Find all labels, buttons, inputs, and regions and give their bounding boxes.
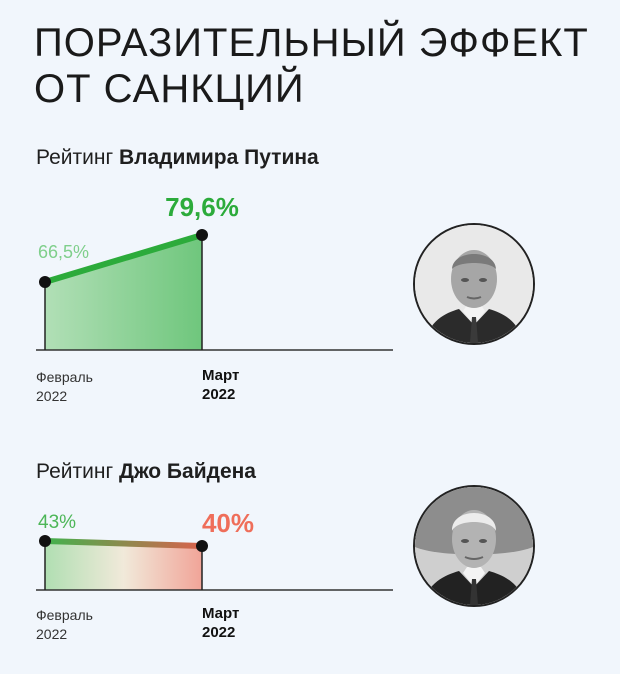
heading-name: Владимира Путина: [118, 146, 319, 169]
x-tick-month: Март: [202, 605, 240, 622]
data-label-0-1: 79,6%: [165, 192, 239, 222]
series-area-0: [45, 235, 202, 350]
heading-prefix: Рейтинг: [36, 460, 119, 483]
series-line-1: [42, 538, 205, 549]
series-area-1: [45, 541, 202, 590]
heading-name: Джо Байдена: [118, 460, 256, 483]
data-point-1-1: [196, 540, 208, 552]
x-tick-label-biden-mar: Март 2022: [202, 604, 239, 642]
data-point-0-1: [196, 229, 208, 241]
heading-prefix: Рейтинг: [36, 146, 119, 169]
data-label-0-0: 66,5%: [38, 242, 89, 262]
x-tick-year: 2022: [36, 626, 68, 642]
x-tick-year: 2022: [36, 388, 68, 404]
title-line-1: ПОРАЗИТЕЛЬНЫЙ ЭФФЕКТ: [34, 21, 589, 65]
data-label-1-1: 40%: [202, 508, 254, 538]
chart-heading-biden: Рейтинг Джо Байдена: [36, 460, 256, 484]
data-point-0-0: [39, 276, 51, 288]
data-label-1-0: 43%: [38, 512, 76, 533]
x-tick-month: Февраль: [36, 369, 93, 385]
data-point-1-0: [39, 535, 51, 547]
x-tick-label-putin-mar: Март 2022: [202, 366, 239, 404]
portrait-putin-icon: [415, 225, 533, 343]
chart-heading-putin: Рейтинг Владимира Путина: [36, 146, 319, 170]
x-tick-year: 2022: [202, 624, 236, 641]
portrait-putin: [413, 223, 535, 345]
series-line-0: [42, 232, 205, 285]
portrait-biden: [413, 485, 535, 607]
x-tick-month: Март: [202, 367, 240, 384]
x-tick-month: Февраль: [36, 607, 93, 623]
x-tick-label-putin-feb: Февраль 2022: [36, 368, 93, 406]
portrait-biden-icon: [415, 487, 533, 605]
page-title: ПОРАЗИТЕЛЬНЫЙ ЭФФЕКТ ОТ САНКЦИЙ: [34, 20, 589, 112]
x-tick-label-biden-feb: Февраль 2022: [36, 606, 93, 644]
x-tick-year: 2022: [202, 386, 236, 403]
title-line-2: ОТ САНКЦИЙ: [34, 67, 305, 111]
